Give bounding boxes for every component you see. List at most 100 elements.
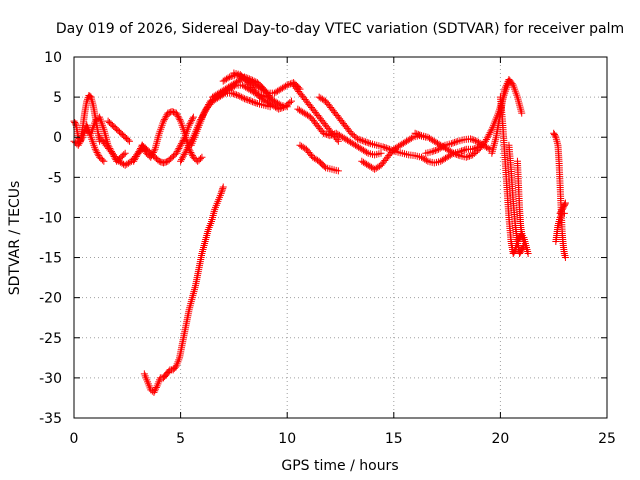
data-point [164,109,172,117]
x-tick-label: 25 [598,431,616,447]
data-point [177,141,185,149]
data-point [439,142,447,150]
x-tick-label: 5 [176,431,185,447]
data-point [363,148,371,156]
y-tick-label: -20 [39,291,62,307]
data-point [249,98,257,106]
data-point [186,120,194,128]
series-arc-16 [422,135,494,157]
data-point [161,114,169,122]
series-arc-9 [140,183,227,396]
data-point [551,132,559,140]
data-point [244,96,252,104]
data-point [452,138,460,146]
data-point [278,104,286,112]
data-point [245,97,253,105]
data-point [323,130,331,138]
data-point [561,199,569,207]
data-point [121,149,129,157]
data-point [217,189,225,197]
data-point [448,148,456,156]
x-tick-label: 10 [278,431,296,447]
data-point [180,150,188,158]
data-point [185,121,193,129]
data-point [482,136,490,144]
data-point [242,95,250,103]
data-point [98,156,106,164]
data-point [473,147,481,155]
data-point [178,138,186,146]
data-point [334,137,342,145]
data-point [169,108,177,116]
data-point [470,136,478,144]
data-point [132,152,140,160]
data-point [487,127,495,135]
y-tick-label: -30 [39,371,62,387]
data-point [218,186,226,194]
data-point [422,156,430,164]
data-point [447,140,455,148]
data-point [161,158,169,166]
data-point [283,81,291,89]
series-arc-2 [130,108,206,165]
data-point [518,109,526,117]
axis-ticks [73,56,608,419]
data-point [173,111,181,119]
data-point [483,134,491,142]
data-marks [70,69,569,396]
data-point [365,139,373,147]
data-point [486,129,494,137]
data-point [189,113,197,121]
data-point [150,388,158,396]
data-point [454,151,462,159]
data-point [414,130,422,138]
data-point [459,146,467,154]
y-tick-label: -5 [48,170,62,186]
x-tick-label: 0 [70,431,79,447]
data-point [381,143,389,151]
data-point [174,112,182,120]
data-point [172,149,180,157]
data-point [275,100,283,108]
y-tick-label: -25 [39,331,62,347]
data-point [468,135,476,143]
data-point [288,79,296,87]
data-point [76,138,84,146]
series-arc-18 [496,93,528,258]
data-point [282,82,290,90]
data-point [198,153,206,161]
data-point [334,167,342,175]
data-point [160,116,168,124]
data-point [74,141,82,149]
data-point [326,132,334,140]
data-point [453,150,461,158]
data-point [183,145,191,153]
data-point [362,138,370,146]
y-axis-label: SDTVAR / TECUs [7,181,23,296]
data-point [363,138,371,146]
data-point [172,109,180,117]
data-point [457,147,465,155]
data-point [239,94,247,102]
data-point [430,147,438,155]
data-point [464,153,472,161]
data-point [203,104,211,112]
data-point [75,140,83,148]
data-point [176,143,184,151]
y-tick-label: -10 [39,210,62,226]
data-point [196,155,204,163]
data-point [130,157,138,165]
data-point [188,150,196,158]
data-point [152,385,160,393]
series-arc-23 [556,199,569,217]
data-point [431,146,439,154]
data-point [71,120,79,128]
y-tick-label: 5 [53,90,62,106]
data-point [175,114,183,122]
series-arc-0d [96,133,146,169]
data-point [382,144,390,152]
data-point [379,143,387,151]
data-point [133,151,141,159]
data-point [481,137,489,145]
data-point [120,151,128,159]
